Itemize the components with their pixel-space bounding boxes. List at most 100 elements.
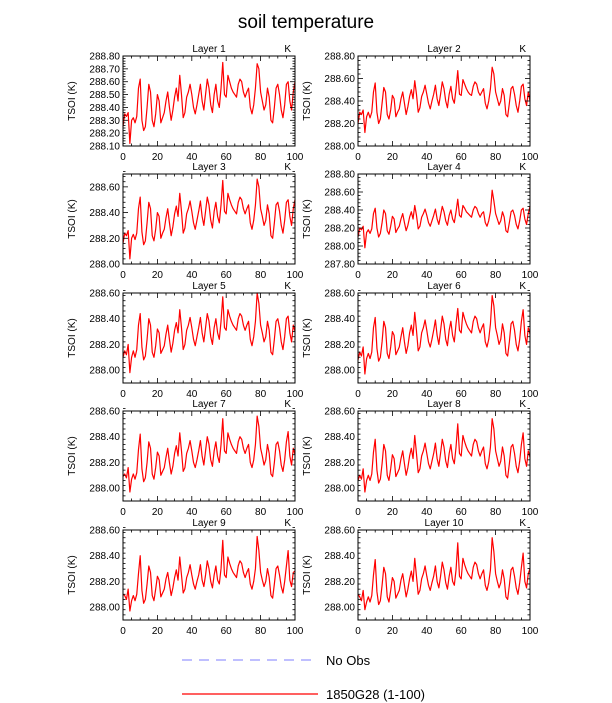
y-tick-label: 288.20 (324, 224, 355, 235)
x-tick-label: 20 (387, 270, 399, 281)
y-axis-label: TSOI (K) (302, 555, 313, 594)
panel-layer-7: 0 20 40 60 80 100 288.00 288.20 288.40 288.60 TSOI… (67, 399, 304, 518)
y-tick-label: 288.00 (89, 603, 120, 614)
x-tick-label: 80 (490, 270, 502, 281)
series-line-layer-6 (357, 294, 531, 375)
panel-layer-6: 0 20 40 60 80 100 288.00 288.20 288.40 288.60 TSOI… (302, 281, 539, 400)
y-tick-label: 288.40 (89, 314, 120, 325)
y-tick-label: 288.10 (89, 142, 120, 153)
x-tick-label: 40 (421, 270, 433, 281)
panel-layer-3: 0 20 40 60 80 100 288.00 288.20 288.40 288.60 TSOI… (67, 162, 304, 281)
x-tick-label: 100 (287, 507, 304, 518)
y-tick-label: 288.40 (324, 314, 355, 325)
x-tick-label: 60 (221, 389, 233, 400)
series-line-layer-3 (122, 178, 296, 260)
x-tick-label: 100 (522, 152, 539, 163)
x-tick-label: 0 (355, 270, 361, 281)
x-tick-label: 60 (221, 507, 233, 518)
y-tick-label: 288.00 (89, 366, 120, 377)
y-tick-label: 288.60 (324, 407, 355, 418)
x-tick-label: 0 (355, 626, 361, 637)
y-tick-label: 288.60 (324, 188, 355, 199)
y-tick-label: 288.60 (324, 74, 355, 85)
panel-layer-2: 0 20 40 60 80 100 288.00 288.20 288.40 288.60 288.… (302, 44, 539, 163)
y-tick-label: 288.50 (89, 90, 120, 101)
panel-layer-4: 0 20 40 60 80 100 287.80 288.00 288.20 288.40 288.… (302, 162, 539, 281)
x-tick-label: 40 (186, 507, 198, 518)
y-tick-label: 288.80 (324, 52, 355, 63)
x-tick-label: 40 (421, 152, 433, 163)
panels: 0 20 40 60 80 100 288.10 288.20 288.30 288.40 288.… (67, 44, 539, 637)
series-line-layer-2 (357, 66, 531, 134)
y-axis-label: TSOI (K) (67, 199, 78, 238)
x-tick-label: 100 (287, 626, 304, 637)
y-tick-label: 288.70 (89, 64, 120, 75)
panel-units: K (519, 162, 526, 173)
x-tick-label: 100 (522, 507, 539, 518)
y-tick-label: 288.60 (89, 407, 120, 418)
y-tick-label: 288.40 (324, 97, 355, 108)
y-tick-label: 288.20 (324, 119, 355, 130)
x-tick-label: 60 (456, 270, 468, 281)
y-axis-label: TSOI (K) (302, 81, 313, 120)
panel-units: K (519, 518, 526, 529)
x-tick-label: 80 (490, 626, 502, 637)
panel-units: K (519, 399, 526, 410)
panel-layer-10: 0 20 40 60 80 100 288.00 288.20 288.40 288.60 TSOI… (302, 518, 539, 637)
x-tick-label: 40 (186, 626, 198, 637)
x-tick-label: 20 (387, 389, 399, 400)
x-tick-label: 80 (255, 507, 267, 518)
panel-units: K (519, 281, 526, 292)
panel-title: Layer 7 (192, 399, 226, 410)
x-tick-label: 80 (490, 389, 502, 400)
y-tick-label: 288.00 (324, 366, 355, 377)
x-tick-label: 60 (456, 507, 468, 518)
x-tick-label: 100 (522, 270, 539, 281)
panel-units: K (284, 399, 291, 410)
panel-layer-1: 0 20 40 60 80 100 288.10 288.20 288.30 288.40 288.… (67, 44, 304, 163)
y-tick-label: 288.30 (89, 116, 120, 127)
x-tick-label: 40 (186, 270, 198, 281)
series-line-layer-10 (357, 537, 531, 611)
series-line-layer-7 (122, 415, 296, 493)
panel-layer-8: 0 20 40 60 80 100 288.00 288.20 288.40 288.60 TSOI… (302, 399, 539, 518)
y-axis-label: TSOI (K) (67, 81, 78, 120)
y-axis-label: TSOI (K) (67, 436, 78, 475)
panel-layer-9: 0 20 40 60 80 100 288.00 288.20 288.40 288.60 TSOI… (67, 518, 304, 637)
y-tick-label: 288.00 (324, 142, 355, 153)
x-tick-label: 0 (120, 389, 126, 400)
x-tick-label: 20 (387, 507, 399, 518)
legend-label-no-obs: No Obs (326, 653, 371, 668)
y-axis-label: TSOI (K) (302, 436, 313, 475)
y-tick-label: 288.20 (89, 577, 120, 588)
x-tick-label: 60 (221, 152, 233, 163)
y-tick-label: 288.20 (89, 458, 120, 469)
panel-units: K (284, 44, 291, 55)
panel-units: K (284, 162, 291, 173)
series-line-layer-8 (357, 418, 531, 493)
x-tick-label: 80 (255, 389, 267, 400)
y-tick-label: 288.40 (89, 208, 120, 219)
x-tick-label: 40 (421, 626, 433, 637)
panel-title: Layer 5 (192, 281, 226, 292)
panel-title: Layer 8 (427, 399, 461, 410)
y-tick-label: 288.80 (324, 170, 355, 181)
y-tick-label: 288.60 (89, 526, 120, 537)
series-line-layer-5 (122, 292, 296, 374)
y-tick-label: 288.00 (89, 484, 120, 495)
panel-title: Layer 4 (427, 162, 461, 173)
y-axis-label: TSOI (K) (302, 318, 313, 357)
x-tick-label: 80 (255, 270, 267, 281)
x-tick-label: 100 (287, 389, 304, 400)
y-axis-label: TSOI (K) (67, 318, 78, 357)
x-tick-label: 40 (186, 389, 198, 400)
y-tick-label: 288.20 (324, 577, 355, 588)
x-tick-label: 20 (152, 626, 164, 637)
legend-label-1850g28: 1850G28 (1-100) (326, 687, 425, 702)
y-tick-label: 288.40 (89, 103, 120, 114)
y-tick-label: 288.80 (89, 52, 120, 63)
panel-title: Layer 6 (427, 281, 461, 292)
panel-units: K (519, 44, 526, 55)
y-tick-label: 288.20 (324, 340, 355, 351)
